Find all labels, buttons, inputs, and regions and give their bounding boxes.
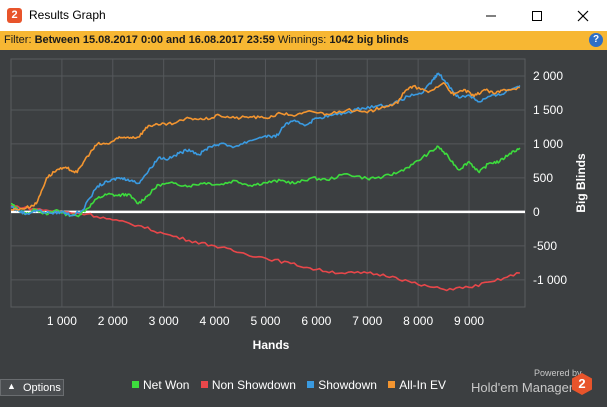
y-tick-label: 500 — [533, 171, 553, 185]
maximize-button[interactable] — [514, 0, 560, 31]
title-bar: 2 Results Graph — [0, 0, 607, 31]
powered-by-text: Powered by — [534, 368, 582, 378]
y-axis-label: Big Blinds — [574, 153, 588, 213]
series-line-showdown — [10, 72, 521, 217]
close-icon — [577, 10, 589, 22]
legend-item-all-in-ev[interactable]: All-In EV — [388, 378, 446, 392]
filter-label: Filter: — [4, 34, 32, 46]
legend: Net Won Non Showdown Showdown All-In EV — [132, 378, 454, 392]
x-tick-label: 4 000 — [200, 314, 230, 328]
legend-item-showdown[interactable]: Showdown — [307, 378, 377, 392]
legend-swatch-net-won — [132, 381, 139, 389]
legend-swatch-all-in-ev — [388, 381, 396, 389]
hm-logo-number: 2 — [578, 376, 586, 391]
series-line-non-showdown — [10, 205, 520, 292]
minimize-icon — [486, 15, 496, 17]
y-tick-labels: -1 000 -500 0 500 1 000 1 500 2 000 — [533, 69, 567, 287]
legend-label-showdown: Showdown — [318, 378, 377, 392]
filter-text: Filter: Between 15.08.2017 0:00 and 16.0… — [4, 34, 409, 46]
series-group — [10, 72, 521, 292]
y-tick-label: 0 — [533, 205, 540, 219]
x-tick-label: 1 000 — [47, 314, 77, 328]
legend-item-non-showdown[interactable]: Non Showdown — [200, 378, 296, 392]
winnings-value: 1042 big blinds — [329, 34, 409, 46]
legend-label-non-showdown: Non Showdown — [211, 378, 296, 392]
minimize-button[interactable] — [468, 0, 514, 31]
legend-label-net-won: Net Won — [143, 378, 190, 392]
x-tick-labels: 1 000 2 000 3 000 4 000 5 000 6 000 7 000 8 000… — [47, 314, 484, 328]
grid — [11, 59, 525, 307]
app-logo-icon: 2 — [7, 8, 22, 23]
help-icon[interactable]: ? — [589, 33, 603, 47]
x-tick-label: 2 000 — [98, 314, 128, 328]
winnings-label: Winnings: — [277, 34, 327, 46]
y-tick-label: 2 000 — [533, 69, 563, 83]
y-tick-label: -500 — [533, 239, 557, 253]
x-tick-label: 5 000 — [250, 314, 280, 328]
x-tick-label: 6 000 — [301, 314, 331, 328]
legend-item-net-won[interactable]: Net Won — [132, 378, 189, 392]
legend-swatch-non-showdown — [200, 381, 208, 389]
window-title: Results Graph — [29, 8, 106, 22]
hm-logo-icon: 2 — [572, 373, 592, 395]
x-axis-label: Hands — [253, 338, 290, 352]
x-tick-label: 3 000 — [149, 314, 179, 328]
filter-bar: Filter: Between 15.08.2017 0:00 and 16.0… — [0, 31, 607, 50]
y-tick-label: -1 000 — [533, 273, 567, 287]
series-line-all-in-ev — [10, 82, 520, 211]
maximize-icon — [532, 11, 542, 21]
chevron-up-icon: ▲ — [7, 381, 16, 391]
y-tick-label: 1 500 — [533, 103, 563, 117]
close-button[interactable] — [560, 0, 606, 31]
x-tick-label: 9 000 — [454, 314, 484, 328]
legend-label-all-in-ev: All-In EV — [399, 378, 446, 392]
chart-svg: -1 000 -500 0 500 1 000 1 500 2 000 1 000 2 000… — [10, 58, 588, 352]
y-tick-label: 1 000 — [533, 137, 563, 151]
brand-name: Hold'em Manager — [471, 380, 574, 395]
x-tick-label: 7 000 — [352, 314, 382, 328]
results-chart: -1 000 -500 0 500 1 000 1 500 2 000 1 000 2 000… — [0, 50, 607, 402]
options-label: Options — [23, 382, 61, 394]
x-tick-label: 8 000 — [403, 314, 433, 328]
legend-swatch-showdown — [307, 381, 315, 389]
options-button[interactable]: ▲ Options — [0, 379, 64, 396]
filter-value: Between 15.08.2017 0:00 and 16.08.2017 2… — [34, 34, 275, 46]
